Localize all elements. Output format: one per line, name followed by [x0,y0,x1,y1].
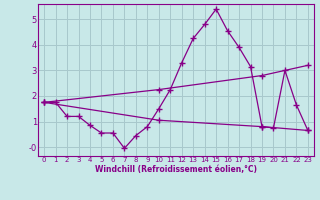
X-axis label: Windchill (Refroidissement éolien,°C): Windchill (Refroidissement éolien,°C) [95,165,257,174]
